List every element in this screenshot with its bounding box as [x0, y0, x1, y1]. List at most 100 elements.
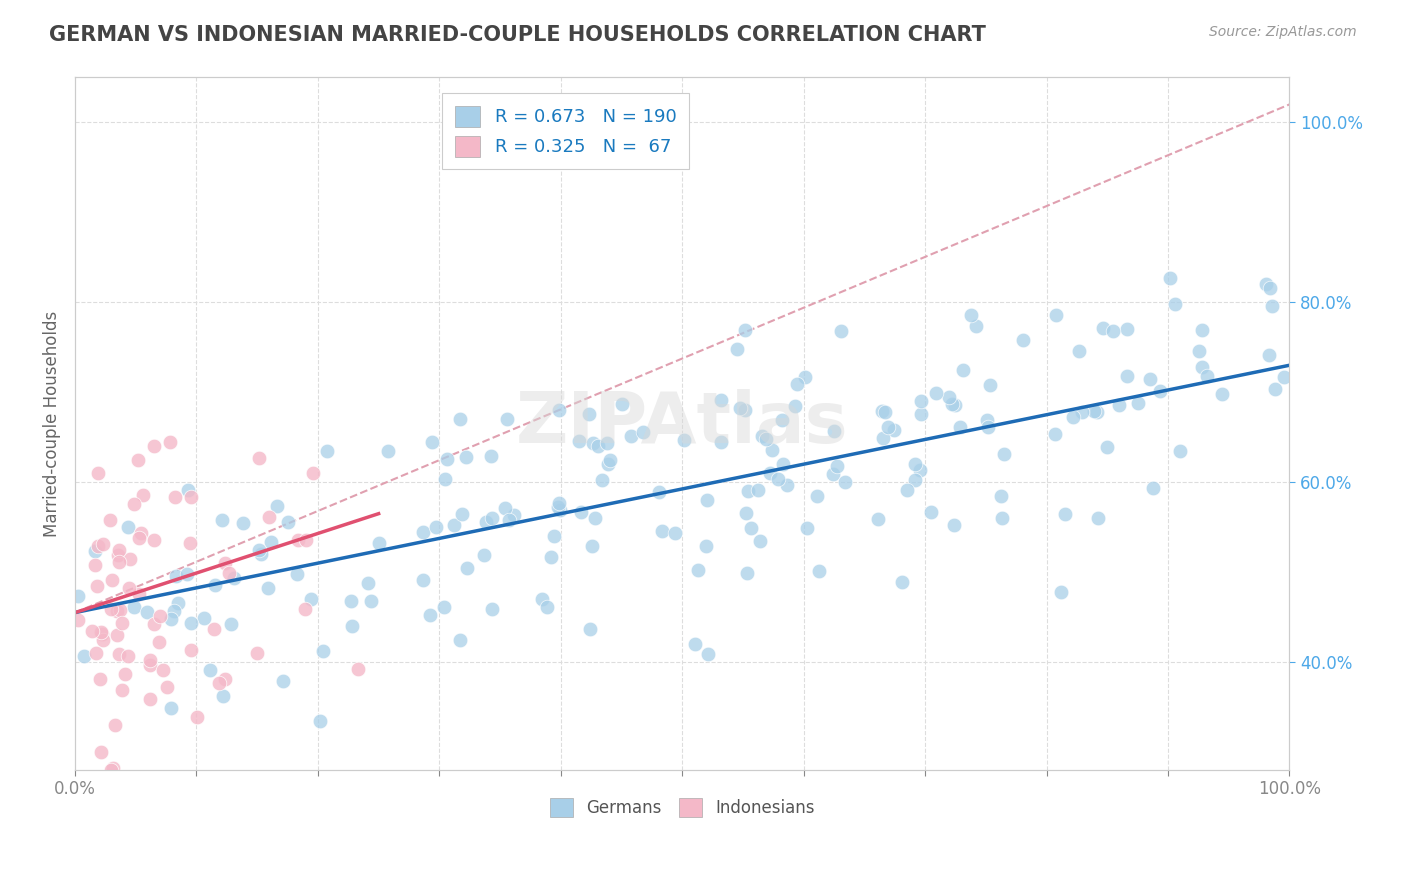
Point	[180, 616, 202, 631]
Point	[91, 537, 114, 551]
Point	[156, 680, 179, 694]
Point	[107, 647, 129, 661]
Point	[872, 404, 894, 418]
Point	[111, 683, 134, 698]
Point	[494, 501, 516, 516]
Point	[143, 439, 166, 453]
Point	[873, 405, 896, 419]
Point	[103, 761, 125, 775]
Point	[193, 611, 215, 625]
Legend: Germans, Indonesians: Germans, Indonesians	[543, 791, 821, 824]
Point	[420, 434, 443, 449]
Point	[1071, 405, 1094, 419]
Point	[425, 520, 447, 534]
Point	[1045, 309, 1067, 323]
Point	[755, 432, 778, 446]
Point	[1101, 324, 1123, 338]
Text: ZIPAtlas: ZIPAtlas	[516, 389, 849, 458]
Point	[960, 308, 983, 322]
Point	[673, 433, 696, 447]
Point	[180, 643, 202, 657]
Point	[100, 602, 122, 616]
Point	[212, 689, 235, 703]
Point	[749, 534, 772, 549]
Point	[107, 628, 129, 642]
Point	[211, 512, 233, 526]
Point	[247, 543, 270, 558]
Point	[98, 513, 121, 527]
Point	[84, 558, 107, 572]
Point	[165, 569, 187, 583]
Point	[664, 526, 686, 541]
Point	[148, 635, 170, 649]
Point	[111, 615, 134, 630]
Point	[316, 444, 339, 458]
Point	[596, 458, 619, 472]
Point	[179, 535, 201, 549]
Point	[1043, 427, 1066, 442]
Point	[160, 701, 183, 715]
Point	[1191, 360, 1213, 375]
Point	[1012, 334, 1035, 348]
Point	[1049, 585, 1071, 599]
Point	[1149, 384, 1171, 399]
Point	[775, 478, 797, 492]
Point	[250, 547, 273, 561]
Point	[1053, 507, 1076, 521]
Point	[547, 500, 569, 515]
Point	[949, 420, 972, 434]
Point	[740, 521, 762, 535]
Point	[868, 512, 890, 526]
Point	[751, 429, 773, 443]
Point	[412, 573, 434, 587]
Point	[91, 632, 114, 647]
Point	[1067, 343, 1090, 358]
Point	[114, 667, 136, 681]
Point	[896, 483, 918, 498]
Point	[259, 534, 281, 549]
Point	[990, 489, 1012, 503]
Point	[454, 450, 477, 465]
Y-axis label: Married-couple Households: Married-couple Households	[44, 310, 60, 537]
Point	[734, 402, 756, 417]
Point	[612, 397, 634, 411]
Point	[127, 452, 149, 467]
Point	[1085, 405, 1108, 419]
Point	[120, 552, 142, 566]
Point	[277, 515, 299, 529]
Point	[139, 658, 162, 673]
Point	[910, 394, 932, 409]
Point	[770, 413, 793, 427]
Point	[924, 385, 946, 400]
Point	[943, 398, 966, 412]
Point	[952, 362, 974, 376]
Point	[568, 434, 591, 448]
Point	[498, 513, 520, 527]
Point	[548, 503, 571, 517]
Point	[588, 439, 610, 453]
Point	[793, 370, 815, 384]
Point	[456, 561, 478, 575]
Point	[377, 443, 399, 458]
Point	[737, 483, 759, 498]
Point	[100, 763, 122, 777]
Point	[1264, 382, 1286, 396]
Point	[266, 499, 288, 513]
Point	[904, 473, 927, 487]
Point	[747, 483, 769, 498]
Point	[786, 376, 808, 391]
Point	[1083, 404, 1105, 418]
Point	[214, 672, 236, 686]
Point	[346, 662, 368, 676]
Point	[876, 420, 898, 434]
Point	[159, 435, 181, 450]
Point	[1163, 297, 1185, 311]
Point	[167, 595, 190, 609]
Point	[1195, 369, 1218, 384]
Point	[696, 493, 718, 508]
Point	[295, 533, 318, 547]
Point	[449, 411, 471, 425]
Point	[433, 600, 456, 615]
Point	[1116, 369, 1139, 384]
Point	[1095, 440, 1118, 454]
